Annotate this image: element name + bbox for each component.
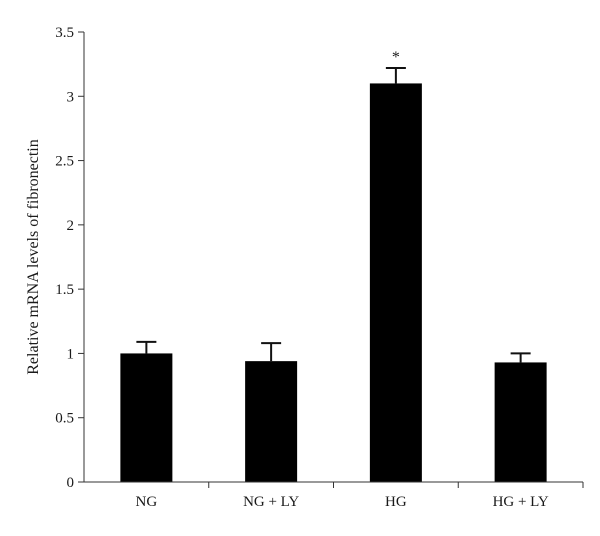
significance-marker: *: [392, 49, 400, 66]
error-bars: [136, 67, 531, 363]
category-label: NG + LY: [243, 494, 299, 510]
y-tick-label: 0.5: [55, 411, 74, 427]
y-ticks: 0 0.5 1 1.5 2 2.5 3 3.5: [55, 25, 84, 491]
bar: [494, 362, 547, 482]
y-tick-label: 2: [67, 218, 75, 234]
category-label: HG: [385, 494, 407, 510]
bar: [369, 83, 422, 482]
y-tick-label: 3.5: [55, 25, 74, 41]
bar: [120, 353, 173, 482]
y-tick-label: 0: [67, 475, 75, 491]
category-labels: NG NG + LY HG HG + LY: [136, 482, 584, 510]
y-axis-title: Relative mRNA levels of fibronectin: [25, 139, 42, 375]
y-tick-label: 2.5: [55, 154, 74, 170]
category-label: HG + LY: [493, 494, 549, 510]
bars: [120, 83, 547, 482]
y-tick-label: 1: [67, 346, 75, 362]
bar: [245, 361, 298, 482]
category-label: NG: [136, 494, 158, 510]
y-tick-label: 3: [67, 89, 75, 105]
significance-annotations: *: [392, 49, 400, 66]
y-tick-label: 1.5: [55, 282, 74, 298]
